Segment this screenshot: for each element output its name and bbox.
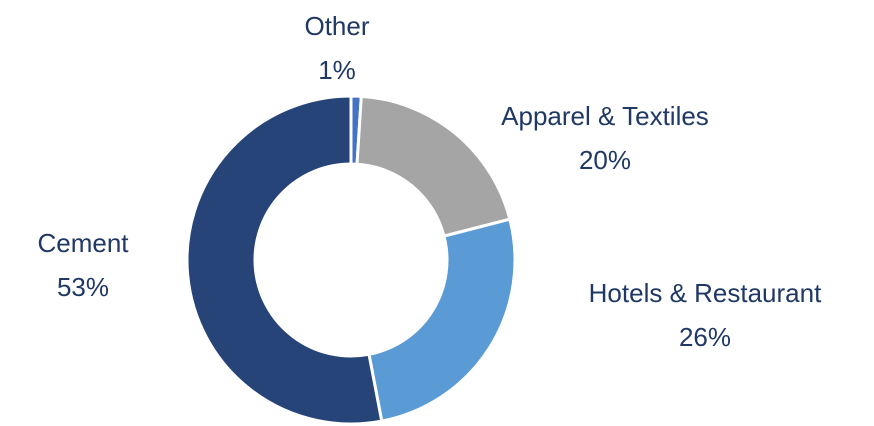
slice-label: Apparel & Textiles bbox=[501, 101, 709, 131]
slice-label: Cement bbox=[37, 228, 129, 258]
slice-label: Other bbox=[304, 11, 369, 41]
slice-value-label: 26% bbox=[679, 322, 731, 352]
slice-value-label: 1% bbox=[318, 55, 356, 85]
slice-value-label: 20% bbox=[579, 145, 631, 175]
slice bbox=[355, 94, 512, 238]
slice bbox=[367, 217, 517, 423]
slice-label: Hotels & Restaurant bbox=[589, 278, 822, 308]
slice bbox=[185, 94, 384, 426]
slice-value-label: 53% bbox=[57, 272, 109, 302]
